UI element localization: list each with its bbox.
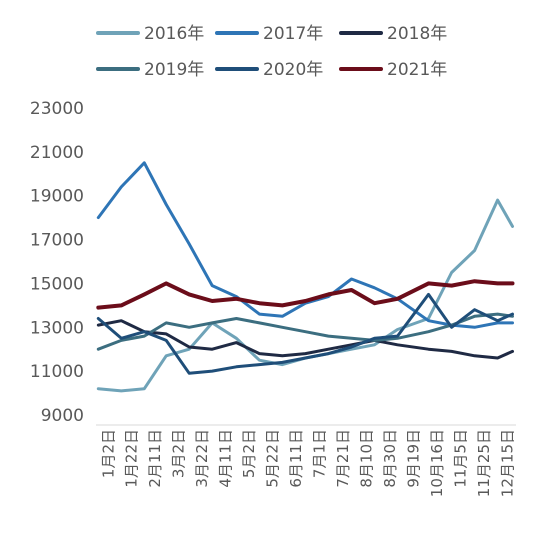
series-line-1 xyxy=(96,198,514,393)
x-tick-label: 5月22日 xyxy=(264,429,282,488)
y-tick-label: 13000 xyxy=(30,318,84,338)
y-axis: 9000 11000 13000 15000 17000 19000 21000 23000 xyxy=(30,99,84,426)
legend: 2016年 2017年 2018年 2019年 2020年 2021年 xyxy=(96,24,447,80)
x-tick-label: 8月10日 xyxy=(357,429,375,488)
series-line-6 xyxy=(96,279,515,310)
legend-label: 2018年 xyxy=(387,24,447,44)
y-tick-label: 19000 xyxy=(30,187,84,207)
plot-area xyxy=(96,161,515,393)
x-tick-label: 1月2日 xyxy=(99,429,117,478)
x-tick-label: 3月2日 xyxy=(170,429,188,478)
x-tick-label: 7月1日 xyxy=(310,429,328,478)
x-tick-label: 8月30日 xyxy=(381,429,399,488)
x-tick-label: 3月22日 xyxy=(193,429,211,488)
x-axis: 1月2日 1月22日 2月11日 3月2日 3月22日 4月11日 5月2日 5月22日 6月1… xyxy=(96,424,516,497)
x-tick-label: 11月25日 xyxy=(475,429,493,497)
y-tick-label: 23000 xyxy=(30,99,84,119)
x-tick-label: 12月15日 xyxy=(498,429,516,497)
legend-label: 2017年 xyxy=(263,24,323,44)
legend-label: 2021年 xyxy=(387,60,447,80)
y-tick-label: 9000 xyxy=(41,406,84,426)
y-tick-label: 17000 xyxy=(30,231,84,251)
legend-label: 2016年 xyxy=(144,24,204,44)
x-tick-label: 6月11日 xyxy=(287,429,305,488)
y-tick-label: 11000 xyxy=(30,362,84,382)
series-line-5 xyxy=(96,292,514,375)
series-line-3 xyxy=(96,319,514,360)
x-tick-label: 2月11日 xyxy=(146,429,164,488)
y-tick-label: 21000 xyxy=(30,143,84,163)
x-tick-label: 9月19日 xyxy=(404,429,422,488)
legend-label: 2019年 xyxy=(144,60,204,80)
x-tick-label: 10月16日 xyxy=(428,429,446,497)
x-tick-label: 1月22日 xyxy=(123,429,141,488)
x-tick-label: 5月2日 xyxy=(240,429,258,478)
x-tick-label: 11月5日 xyxy=(451,429,469,488)
y-tick-label: 15000 xyxy=(30,274,84,294)
legend-label: 2020年 xyxy=(263,60,323,80)
x-tick-label: 4月11日 xyxy=(217,429,235,488)
x-tick-label: 7月21日 xyxy=(334,429,352,488)
series-line-4 xyxy=(96,312,514,351)
